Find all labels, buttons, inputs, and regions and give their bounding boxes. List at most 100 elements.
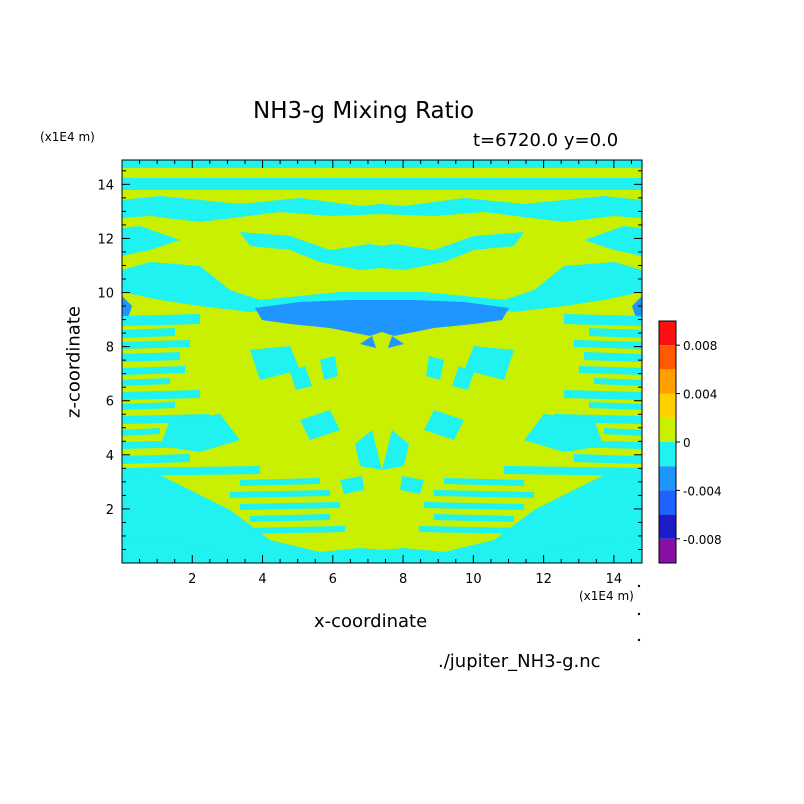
contour-region bbox=[360, 336, 376, 348]
plot-frame bbox=[121, 159, 643, 564]
colorbar-swatch bbox=[659, 514, 676, 539]
colorbar-swatch bbox=[659, 490, 676, 515]
contour-region bbox=[382, 262, 642, 312]
chart-subtitle: t=6720.0 y=0.0 bbox=[473, 130, 619, 151]
colorbar-swatch bbox=[659, 466, 676, 491]
contour-region bbox=[122, 402, 175, 410]
x-tick-label: 2 bbox=[188, 572, 196, 587]
x-tick-label: 14 bbox=[606, 572, 623, 587]
contour-region bbox=[122, 390, 200, 400]
contour-region bbox=[340, 476, 364, 494]
contour-region bbox=[426, 356, 444, 380]
contour-region bbox=[122, 160, 642, 563]
contour-region bbox=[464, 346, 514, 380]
colorbar-swatch bbox=[659, 321, 676, 346]
contour-region bbox=[382, 430, 409, 470]
contour-region bbox=[564, 390, 642, 400]
x-tick-label: 10 bbox=[465, 572, 482, 587]
contour-region bbox=[122, 262, 382, 312]
colorbar-swatch bbox=[659, 538, 676, 563]
contour-region bbox=[355, 430, 382, 470]
contour-region bbox=[122, 340, 190, 349]
x-axis: 2 4 6 8 10 12 14 bbox=[139, 160, 632, 587]
y-tick-label: 4 bbox=[106, 449, 114, 464]
y-axis: 2 4 6 8 10 12 14 bbox=[97, 170, 642, 550]
contour-field bbox=[122, 160, 642, 563]
colorbar-tick-label: 0.004 bbox=[683, 388, 717, 402]
y-axis-unit: (x1E4 m) bbox=[40, 130, 95, 144]
colorbar-swatch bbox=[659, 442, 676, 467]
chart-title: NH3-g Mixing Ratio bbox=[253, 98, 475, 124]
contour-region bbox=[300, 410, 340, 440]
contour-region bbox=[122, 428, 160, 436]
contour-region bbox=[534, 540, 642, 563]
x-tick-label: 6 bbox=[329, 572, 337, 587]
contour-region bbox=[240, 232, 382, 270]
colorbar-swatch bbox=[659, 369, 676, 394]
contour-region bbox=[444, 478, 524, 486]
colorbar-tick-label: -0.004 bbox=[683, 484, 722, 498]
contour-region bbox=[579, 366, 642, 375]
contour-region bbox=[589, 328, 642, 338]
contour-region bbox=[122, 540, 230, 563]
contour-region bbox=[524, 414, 604, 452]
contour-region bbox=[255, 300, 382, 336]
x-tick-label: 12 bbox=[535, 572, 552, 587]
contour-region bbox=[574, 454, 642, 464]
contour-region bbox=[382, 300, 509, 336]
contour-region bbox=[122, 178, 642, 190]
contour-region bbox=[122, 328, 175, 338]
corner-dot bbox=[637, 638, 641, 642]
contour-region bbox=[419, 526, 524, 534]
contour-region bbox=[122, 314, 200, 326]
x-axis-unit: (x1E4 m) bbox=[579, 589, 634, 603]
contour-region bbox=[424, 410, 464, 440]
contour-region bbox=[564, 314, 642, 326]
x-axis-label: x-coordinate bbox=[314, 611, 428, 632]
y-tick-label: 12 bbox=[97, 232, 114, 247]
contour-region bbox=[434, 490, 534, 498]
colorbar-tick-label: 0.008 bbox=[683, 339, 717, 353]
contour-region bbox=[584, 226, 642, 256]
contour-region bbox=[122, 296, 132, 318]
contour-region bbox=[122, 454, 190, 464]
colorbar-tick-label: 0 bbox=[683, 436, 691, 450]
x-tick-label: 4 bbox=[258, 572, 266, 587]
corner-dot bbox=[637, 584, 641, 588]
contour-region bbox=[594, 378, 642, 386]
y-tick-label: 6 bbox=[106, 395, 114, 410]
contour-region bbox=[230, 490, 330, 498]
contour-region bbox=[122, 470, 382, 563]
contour-region bbox=[382, 232, 524, 270]
contour-region bbox=[122, 226, 180, 256]
y-tick-label: 8 bbox=[106, 341, 114, 356]
contour-region bbox=[388, 336, 404, 348]
contour-region bbox=[290, 366, 312, 390]
contour-region bbox=[574, 340, 642, 349]
colorbar-swatch bbox=[659, 393, 676, 418]
contour-region bbox=[452, 366, 474, 390]
contour-region bbox=[122, 352, 180, 362]
contour-region bbox=[250, 514, 330, 522]
y-tick-label: 14 bbox=[97, 178, 114, 193]
contour-region bbox=[122, 366, 185, 375]
corner-dot bbox=[637, 612, 641, 616]
contour-region bbox=[320, 356, 338, 380]
x-tick-label: 8 bbox=[399, 572, 407, 587]
contour-region bbox=[240, 502, 340, 510]
contour-region bbox=[122, 160, 642, 168]
contour-region bbox=[424, 502, 524, 510]
contour-region bbox=[240, 478, 320, 486]
colorbar-swatch bbox=[659, 417, 676, 442]
y-tick-label: 10 bbox=[97, 287, 114, 302]
contour-region bbox=[604, 428, 642, 436]
contour-region bbox=[434, 514, 514, 522]
contour-region bbox=[589, 402, 642, 410]
y-tick-label: 2 bbox=[106, 503, 114, 518]
colorbar-swatch bbox=[659, 345, 676, 370]
contour-region bbox=[122, 196, 382, 222]
contour-region bbox=[400, 476, 424, 494]
contour-region bbox=[584, 352, 642, 362]
colorbar: 0.008 0.004 0 -0.004 -0.008 bbox=[658, 320, 722, 564]
